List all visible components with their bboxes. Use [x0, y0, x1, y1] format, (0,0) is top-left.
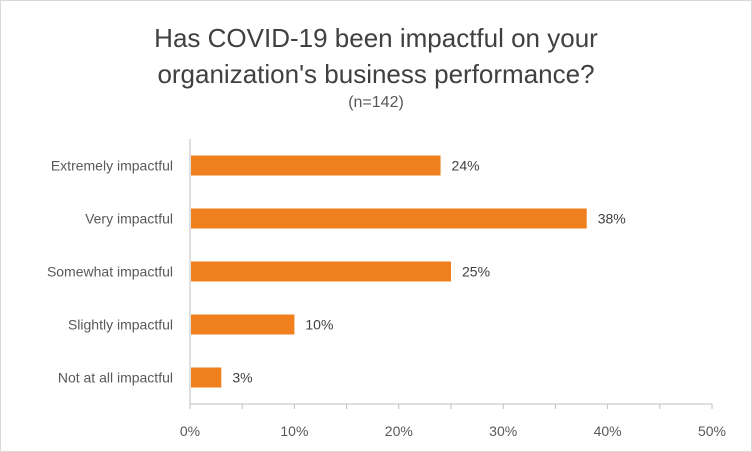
bar — [191, 155, 441, 176]
data-label: 25% — [462, 264, 490, 280]
category-label: Extremely impactful — [51, 158, 173, 174]
data-label: 38% — [598, 211, 626, 227]
bar — [191, 367, 222, 388]
x-tick-label: 20% — [385, 423, 413, 439]
category-label: Slightly impactful — [68, 317, 173, 333]
chart-title-line-1: Has COVID-19 been impactful on your — [154, 23, 598, 53]
chart-title-line-2: organization's business performance? — [157, 59, 595, 89]
category-label: Very impactful — [85, 211, 173, 227]
x-tick-label: 0% — [180, 423, 200, 439]
bar — [191, 208, 587, 229]
category-label: Not at all impactful — [58, 370, 173, 386]
x-tick-label: 10% — [280, 423, 308, 439]
category-label: Somewhat impactful — [47, 264, 173, 280]
chart-subtitle: (n=142) — [348, 94, 404, 111]
bar — [191, 314, 295, 335]
x-tick-label: 30% — [489, 423, 517, 439]
data-label: 10% — [305, 317, 333, 333]
data-label: 24% — [452, 158, 480, 174]
x-tick-label: 40% — [594, 423, 622, 439]
data-label: 3% — [232, 370, 252, 386]
bar — [191, 261, 451, 282]
x-tick-label: 50% — [698, 423, 726, 439]
